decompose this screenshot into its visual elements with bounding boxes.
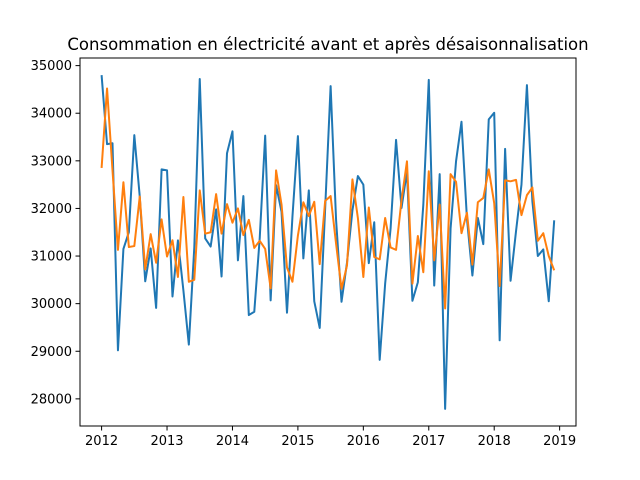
x-tick-label: 2014 [216, 434, 249, 449]
y-tick-label: 34000 [31, 107, 72, 122]
series-layer [100, 75, 556, 410]
x-tick-label: 2012 [85, 434, 118, 449]
series-line-2 [100, 87, 556, 310]
y-tick-label: 30000 [31, 297, 72, 312]
y-tick-label: 35000 [31, 59, 72, 74]
chart-title: Consommation en électricité avant et apr… [67, 35, 588, 54]
x-tick-label: 2013 [150, 434, 183, 449]
x-tick-label: 2015 [281, 434, 314, 449]
x-tick-label: 2016 [347, 434, 380, 449]
x-tick-label: 2018 [478, 434, 511, 449]
plot-area-frame [79, 57, 577, 427]
y-tick-label: 31000 [31, 250, 72, 265]
y-tick-label: 28000 [31, 392, 72, 407]
x-tick-label: 2019 [543, 434, 576, 449]
x-tick-label: 2017 [412, 434, 445, 449]
y-tick-label: 33000 [31, 154, 72, 169]
y-tick-label: 29000 [31, 345, 72, 360]
y-tick-label: 32000 [31, 202, 72, 217]
series-line-1 [100, 75, 556, 410]
axis-layer: 2012 2013 2014 2015 2016 2017 2018 2019 28000 290… [31, 59, 577, 449]
